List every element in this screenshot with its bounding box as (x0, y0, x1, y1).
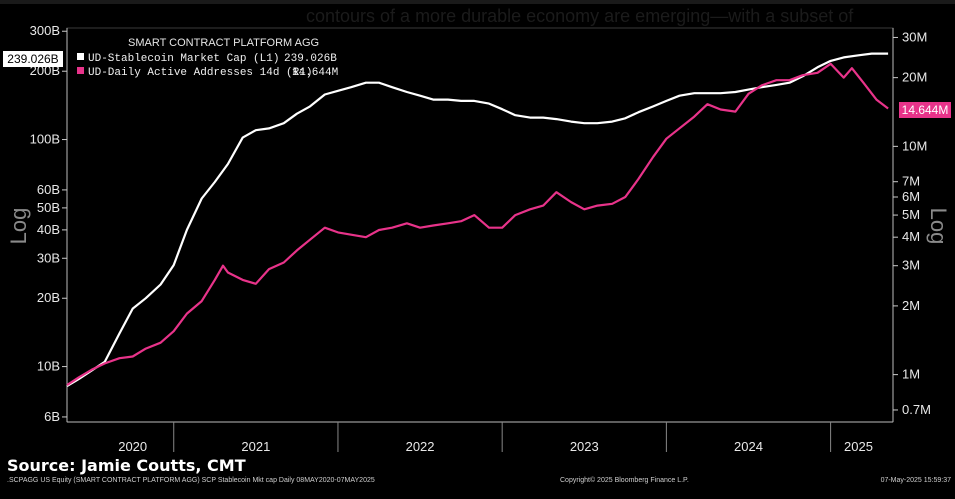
legend-swatch-l1 (77, 53, 84, 60)
series-line-daily-active-addresses (66, 62, 889, 387)
x-tick-label: 2020 (118, 439, 147, 454)
legend-value-l1: 239.026B (284, 53, 337, 65)
left-tick-label: 6B (44, 409, 60, 424)
legend-box (72, 34, 354, 81)
right-tick-label: 5M (902, 207, 920, 222)
legend-label-r1: UD-Daily Active Addresses 14d (R1) (88, 67, 312, 79)
footer-ticker-description: .SCPAGG US Equity (SMART CONTRACT PLATFO… (7, 477, 375, 484)
left-tick-label: 20B (37, 290, 60, 305)
source-credit: Source: Jamie Coutts, CMT (7, 456, 246, 475)
left-tick-label: 100B (30, 132, 60, 147)
legend-value-r1: 14.644M (292, 67, 338, 79)
plot-frame (66, 27, 894, 423)
left-tick-label: 10B (37, 359, 60, 374)
right-tick-label: 2M (902, 298, 920, 313)
legend-swatch-r1 (77, 67, 84, 74)
left-tick-label: 50B (37, 200, 60, 215)
x-tick-label: 2025 (844, 439, 873, 454)
right-tick-label: 20M (902, 70, 927, 85)
series-lines (66, 52, 889, 388)
left-tick-label: 60B (37, 182, 60, 197)
legend-title: SMART CONTRACT PLATFORM AGG (128, 37, 319, 49)
right-tick-label: 7M (902, 174, 920, 189)
x-tick-label: 2024 (734, 439, 763, 454)
right-tick-label: 1M (902, 367, 920, 382)
footer-copyright: Copyright© 2025 Bloomberg Finance L.P. (560, 477, 689, 484)
left-badge-box (3, 51, 63, 67)
right-tick-label: 3M (902, 258, 920, 273)
footer-timestamp: 07-May-2025 15:59:37 (880, 477, 951, 484)
right-badge-box (899, 102, 951, 118)
overlay-caption-text: contours of a more durable economy are e… (306, 6, 854, 26)
left-axis-scale-label: Log (6, 208, 31, 245)
right-tick-label: 4M (902, 229, 920, 244)
right-axis-scale-label: Log (926, 208, 951, 245)
x-axis-ticks: 2020 2021 2022 2023 2024 2025 (118, 422, 873, 454)
top-edge-strip (0, 0, 955, 4)
series-line-stablecoin-market-cap (66, 52, 889, 388)
left-tick-label: 40B (37, 222, 60, 237)
right-badge-text: 14.644M (902, 103, 949, 117)
right-tick-label: 10M (902, 138, 927, 153)
right-last-value-badge: 14.644M (899, 102, 951, 118)
left-badge-text: 239.026B (7, 52, 58, 66)
left-tick-label: 30B (37, 250, 60, 265)
right-tick-label: 6M (902, 189, 920, 204)
legend-label-l1: UD-Stablecoin Market Cap (L1) (88, 53, 279, 65)
right-tick-label: 30M (902, 29, 927, 44)
x-tick-label: 2022 (406, 439, 435, 454)
x-tick-label: 2021 (241, 439, 270, 454)
right-tick-label: 0.7M (902, 402, 931, 417)
left-tick-label: 300B (30, 23, 60, 38)
legend: SMART CONTRACT PLATFORM AGG UD-Stablecoi… (72, 34, 354, 81)
x-tick-label: 2023 (570, 439, 599, 454)
left-last-value-badge: 239.026B (3, 51, 63, 67)
